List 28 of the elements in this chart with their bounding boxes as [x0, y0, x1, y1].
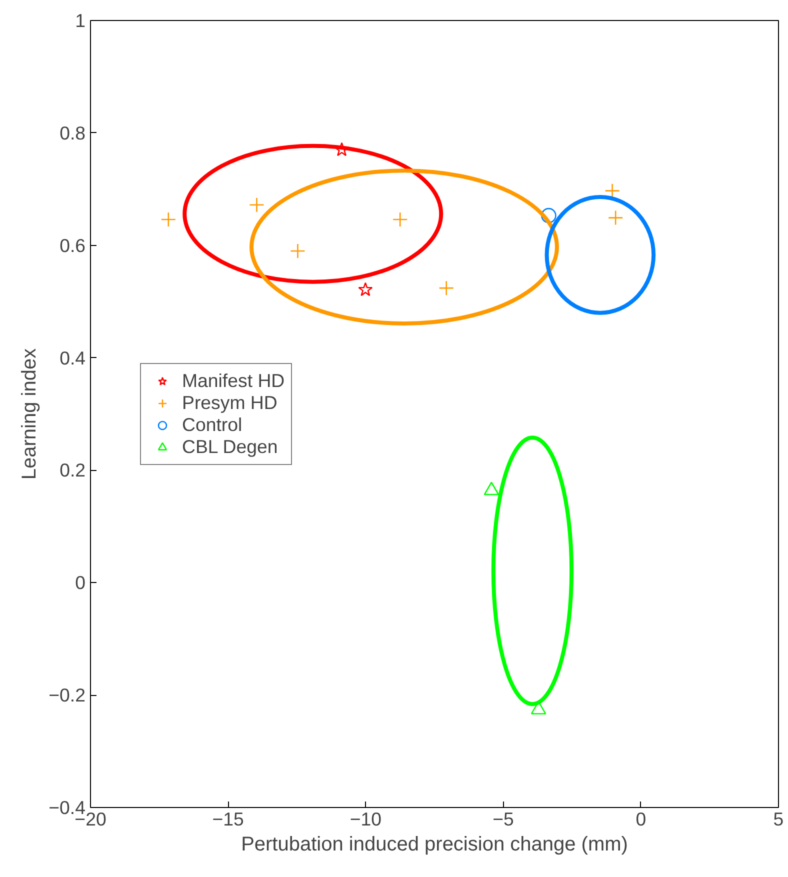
point — [608, 210, 624, 226]
point — [541, 208, 556, 224]
x-axis-title: Pertubation induced precision change (mm) — [241, 834, 628, 856]
x-tick-label: −10 — [350, 808, 382, 830]
point — [160, 212, 176, 228]
point — [392, 212, 408, 228]
y-tick-label: 0.2 — [60, 460, 86, 481]
y-axis-title: Learning index — [18, 348, 41, 480]
y-tick-label: 0.6 — [60, 234, 86, 256]
legend-label: Control — [182, 414, 242, 436]
point — [358, 282, 373, 296]
y-tick-label: 0.8 — [60, 122, 86, 144]
point — [484, 482, 500, 496]
y-tick-label: 1 — [75, 10, 86, 31]
point — [290, 243, 306, 259]
x-tick-label: −5 — [492, 808, 514, 830]
legend-label: Presym HD — [182, 392, 278, 414]
x-tick-label: 5 — [773, 808, 784, 830]
y-tick-label: −0.2 — [48, 684, 86, 706]
point — [249, 197, 264, 213]
point — [438, 280, 454, 296]
legend-label: CBL Degen — [182, 436, 278, 458]
x-tick-label: −15 — [212, 808, 244, 830]
point — [604, 183, 620, 198]
x-tick-label: 0 — [636, 808, 646, 830]
y-tick-label: 0 — [75, 572, 86, 594]
legend-label: Manifest HD — [182, 370, 285, 392]
y-tick-label: 0.4 — [60, 347, 86, 368]
